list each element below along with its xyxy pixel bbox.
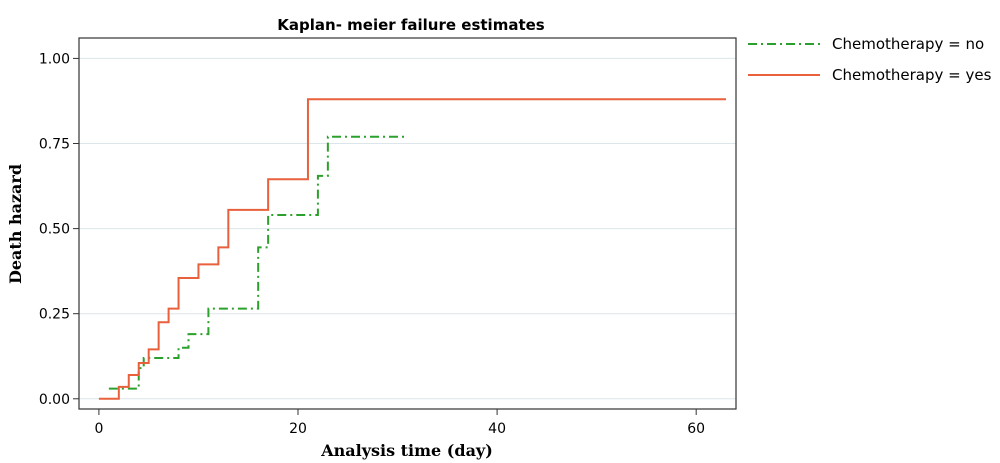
series-line-chemotherapy xyxy=(98,98,727,400)
y-axis-title: Death hazard xyxy=(6,164,25,284)
y-axis-ticks: 0.00 0.25 0.50 0.75 1.00 xyxy=(39,51,79,408)
x-axis-ticks: 0 20 40 60 xyxy=(94,409,705,437)
legend-label: Chemotherapy = yes xyxy=(832,66,992,84)
plot-frame xyxy=(78,37,737,410)
series-lines xyxy=(98,98,727,400)
x-axis-title: Analysis time (day) xyxy=(320,441,493,460)
x-tick-label: 20 xyxy=(289,421,307,437)
y-tick-label: 0.75 xyxy=(39,137,70,153)
legend: Chemotherapy = no Chemotherapy = yes xyxy=(748,35,992,84)
y-tick-label: 0.00 xyxy=(39,392,70,408)
x-tick-label: 60 xyxy=(687,421,705,437)
y-tick-label: 0.25 xyxy=(39,307,70,323)
y-gridlines xyxy=(79,57,736,400)
x-tick-label: 40 xyxy=(488,421,506,437)
chart-title: Kaplan- meier failure estimates xyxy=(277,16,545,34)
series-line-no-chemotherapy xyxy=(108,135,408,390)
x-tick-label: 0 xyxy=(94,421,103,437)
y-tick-label: 0.50 xyxy=(39,222,70,238)
legend-label: Chemotherapy = no xyxy=(832,35,984,53)
y-tick-label: 1.00 xyxy=(39,51,70,67)
